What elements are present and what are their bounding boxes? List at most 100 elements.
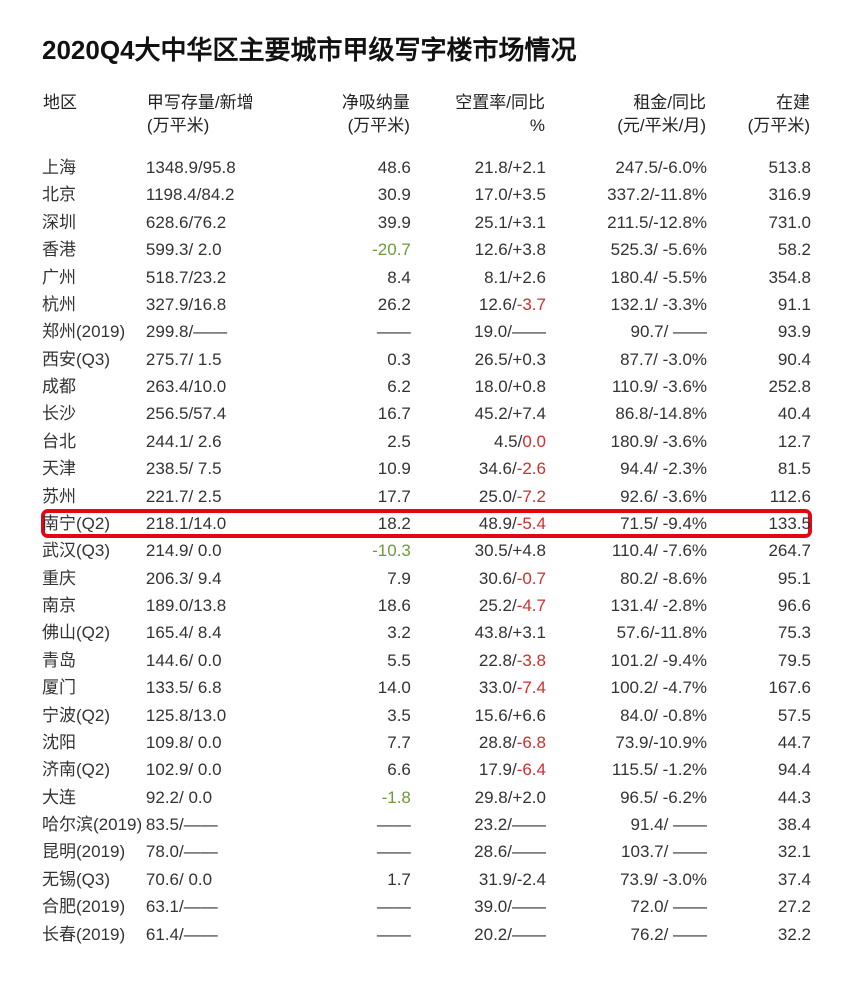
cell-underconst: 731.0 xyxy=(707,209,811,236)
table-row: 宁波(Q2)125.8/13.03.515.6/+6.684.0/ -0.8%5… xyxy=(42,701,811,728)
cell-stock: 214.9/ 0.0 xyxy=(146,537,291,564)
cell-absorption: 3.2 xyxy=(291,619,411,646)
cell-stock: 165.4/ 8.4 xyxy=(146,619,291,646)
cell-vacancy: 8.1/+2.6 xyxy=(411,263,546,290)
cell-stock: 221.7/ 2.5 xyxy=(146,482,291,509)
cell-region: 天津 xyxy=(42,455,146,482)
table-row: 无锡(Q3)70.6/ 0.01.731.9/-2.473.9/ -3.0%37… xyxy=(42,866,811,893)
cell-absorption: 26.2 xyxy=(291,291,411,318)
cell-region: 哈尔滨(2019) xyxy=(42,811,146,838)
cell-stock: 263.4/10.0 xyxy=(146,373,291,400)
cell-rent: 131.4/ -2.8% xyxy=(546,592,707,619)
table-row: 香港599.3/ 2.0-20.712.6/+3.8525.3/ -5.6%58… xyxy=(42,236,811,263)
table-row: 厦门133.5/ 6.814.033.0/-7.4100.2/ -4.7%167… xyxy=(42,674,811,701)
cell-vacancy: 48.9/-5.4 xyxy=(411,510,546,537)
cell-stock: 244.1/ 2.6 xyxy=(146,428,291,455)
table-row: 合肥(2019)63.1/————39.0/——72.0/ ——27.2 xyxy=(42,893,811,920)
cell-underconst: 513.8 xyxy=(707,154,811,181)
col-underconst: 在建(万平米) xyxy=(707,91,811,154)
cell-rent: 91.4/ —— xyxy=(546,811,707,838)
cell-rent: 100.2/ -4.7% xyxy=(546,674,707,701)
cell-stock: 275.7/ 1.5 xyxy=(146,346,291,373)
cell-vacancy: 12.6/+3.8 xyxy=(411,236,546,263)
cell-rent: 115.5/ -1.2% xyxy=(546,756,707,783)
cell-stock: 109.8/ 0.0 xyxy=(146,729,291,756)
cell-vacancy: 31.9/-2.4 xyxy=(411,866,546,893)
cell-absorption: 18.6 xyxy=(291,592,411,619)
table-row: 南宁(Q2)218.1/14.018.248.9/-5.471.5/ -9.4%… xyxy=(42,510,811,537)
cell-absorption: 16.7 xyxy=(291,400,411,427)
cell-region: 宁波(Q2) xyxy=(42,701,146,728)
cell-stock: 206.3/ 9.4 xyxy=(146,565,291,592)
cell-stock: 599.3/ 2.0 xyxy=(146,236,291,263)
cell-rent: 247.5/-6.0% xyxy=(546,154,707,181)
cell-region: 北京 xyxy=(42,181,146,208)
cell-stock: 83.5/—— xyxy=(146,811,291,838)
table-row: 济南(Q2)102.9/ 0.06.617.9/-6.4115.5/ -1.2%… xyxy=(42,756,811,783)
cell-vacancy: 30.6/-0.7 xyxy=(411,565,546,592)
cell-rent: 110.4/ -7.6% xyxy=(546,537,707,564)
cell-underconst: 252.8 xyxy=(707,373,811,400)
cell-rent: 110.9/ -3.6% xyxy=(546,373,707,400)
cell-vacancy: 39.0/—— xyxy=(411,893,546,920)
cell-rent: 211.5/-12.8% xyxy=(546,209,707,236)
table-row: 长沙256.5/57.416.745.2/+7.486.8/-14.8%40.4 xyxy=(42,400,811,427)
table-row: 杭州327.9/16.826.212.6/-3.7132.1/ -3.3%91.… xyxy=(42,291,811,318)
table-row: 南京189.0/13.818.625.2/-4.7131.4/ -2.8%96.… xyxy=(42,592,811,619)
cell-stock: 61.4/—— xyxy=(146,920,291,947)
cell-stock: 92.2/ 0.0 xyxy=(146,784,291,811)
cell-vacancy: 21.8/+2.1 xyxy=(411,154,546,181)
cell-vacancy: 34.6/-2.6 xyxy=(411,455,546,482)
cell-region: 杭州 xyxy=(42,291,146,318)
cell-rent: 57.6/-11.8% xyxy=(546,619,707,646)
cell-region: 合肥(2019) xyxy=(42,893,146,920)
cell-absorption: 1.7 xyxy=(291,866,411,893)
cell-underconst: 316.9 xyxy=(707,181,811,208)
cell-vacancy: 19.0/—— xyxy=(411,318,546,345)
cell-rent: 101.2/ -9.4% xyxy=(546,647,707,674)
cell-underconst: 354.8 xyxy=(707,263,811,290)
cell-region: 大连 xyxy=(42,784,146,811)
cell-rent: 71.5/ -9.4% xyxy=(546,510,707,537)
cell-underconst: 93.9 xyxy=(707,318,811,345)
cell-underconst: 40.4 xyxy=(707,400,811,427)
cell-region: 厦门 xyxy=(42,674,146,701)
table-row: 成都263.4/10.06.218.0/+0.8110.9/ -3.6%252.… xyxy=(42,373,811,400)
cell-rent: 94.4/ -2.3% xyxy=(546,455,707,482)
cell-region: 台北 xyxy=(42,428,146,455)
table-row: 苏州221.7/ 2.517.725.0/-7.292.6/ -3.6%112.… xyxy=(42,482,811,509)
cell-rent: 337.2/-11.8% xyxy=(546,181,707,208)
cell-underconst: 32.1 xyxy=(707,838,811,865)
cell-vacancy: 15.6/+6.6 xyxy=(411,701,546,728)
cell-absorption: 30.9 xyxy=(291,181,411,208)
cell-absorption: 2.5 xyxy=(291,428,411,455)
cell-vacancy: 20.2/—— xyxy=(411,920,546,947)
cell-absorption: 8.4 xyxy=(291,263,411,290)
table-row: 沈阳109.8/ 0.07.728.8/-6.873.9/-10.9%44.7 xyxy=(42,729,811,756)
cell-absorption: 5.5 xyxy=(291,647,411,674)
cell-rent: 103.7/ —— xyxy=(546,838,707,865)
cell-absorption: 48.6 xyxy=(291,154,411,181)
cell-rent: 90.7/ —— xyxy=(546,318,707,345)
cell-stock: 218.1/14.0 xyxy=(146,510,291,537)
cell-rent: 80.2/ -8.6% xyxy=(546,565,707,592)
table-row: 重庆206.3/ 9.47.930.6/-0.780.2/ -8.6%95.1 xyxy=(42,565,811,592)
office-market-table: 地区 甲写存量/新增(万平米) 净吸纳量(万平米) 空置率/同比% 租金/同比(… xyxy=(42,91,811,948)
cell-vacancy: 28.6/—— xyxy=(411,838,546,865)
cell-absorption: 14.0 xyxy=(291,674,411,701)
cell-stock: 125.8/13.0 xyxy=(146,701,291,728)
cell-region: 深圳 xyxy=(42,209,146,236)
table-row: 武汉(Q3)214.9/ 0.0-10.330.5/+4.8110.4/ -7.… xyxy=(42,537,811,564)
cell-vacancy: 25.1/+3.1 xyxy=(411,209,546,236)
cell-absorption: 7.7 xyxy=(291,729,411,756)
cell-stock: 628.6/76.2 xyxy=(146,209,291,236)
cell-region: 无锡(Q3) xyxy=(42,866,146,893)
cell-vacancy: 22.8/-3.8 xyxy=(411,647,546,674)
cell-underconst: 90.4 xyxy=(707,346,811,373)
cell-underconst: 58.2 xyxy=(707,236,811,263)
cell-stock: 327.9/16.8 xyxy=(146,291,291,318)
cell-vacancy: 25.2/-4.7 xyxy=(411,592,546,619)
col-rent: 租金/同比(元/平米/月) xyxy=(546,91,707,154)
cell-rent: 132.1/ -3.3% xyxy=(546,291,707,318)
table-header-row: 地区 甲写存量/新增(万平米) 净吸纳量(万平米) 空置率/同比% 租金/同比(… xyxy=(42,91,811,154)
